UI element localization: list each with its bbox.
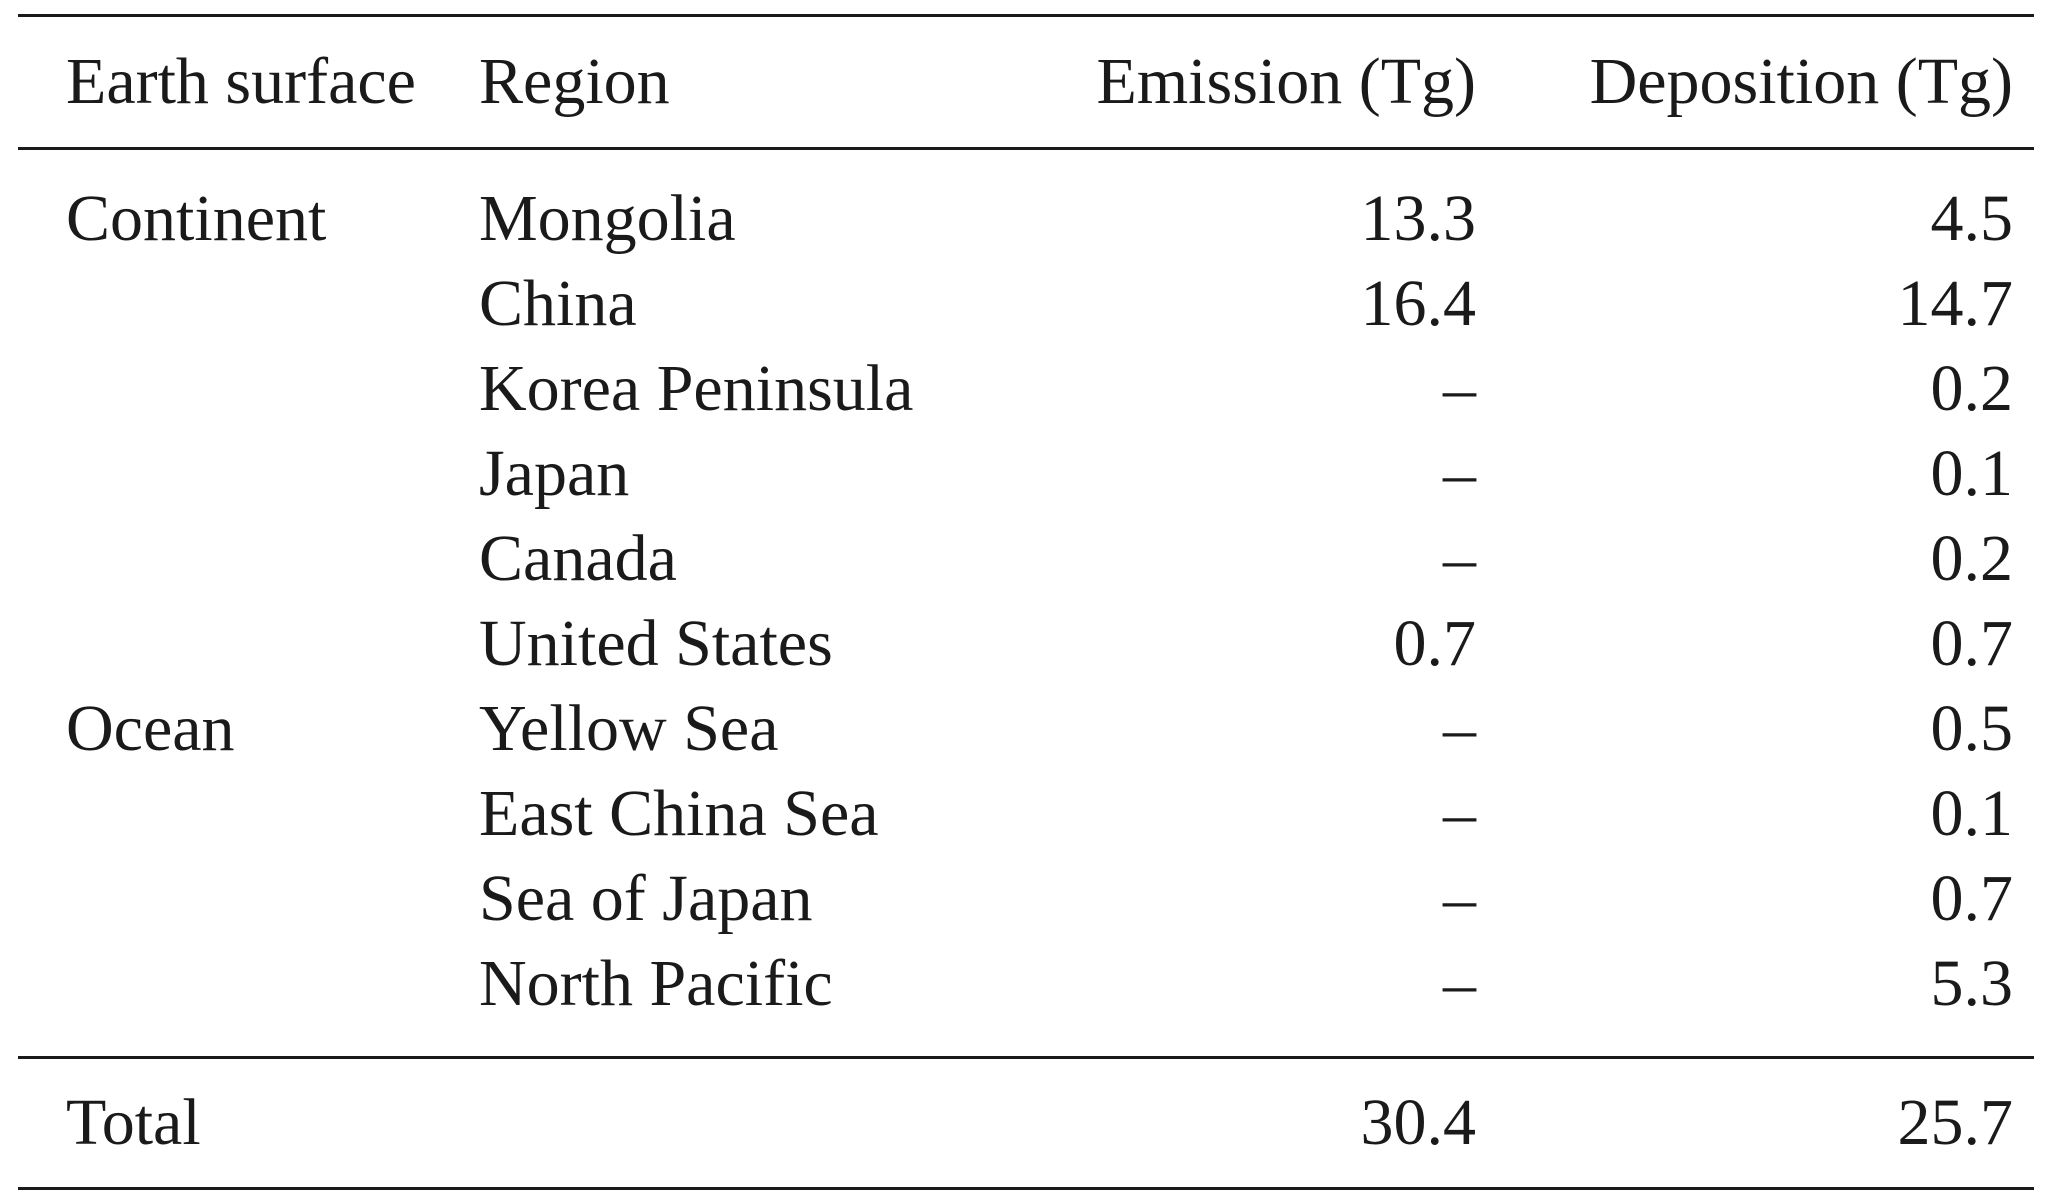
emission-cell: – [1443, 436, 1476, 510]
deposition-cell: 0.5 [1930, 691, 2014, 765]
region-cell: East China Sea [479, 776, 879, 850]
emission-cell: – [1443, 946, 1476, 1020]
table-row: Continent Mongolia 13.3 4.5 [18, 176, 2034, 261]
deposition-cell: 14.7 [1897, 266, 2014, 340]
total-rule [18, 1056, 2034, 1059]
emission-cell: – [1443, 691, 1476, 765]
emission-cell: 16.4 [1360, 266, 1477, 340]
header-row: Earth surface Region Emission (Tg) Depos… [18, 17, 2034, 147]
deposition-cell: 0.1 [1930, 776, 2014, 850]
header-region: Region [479, 45, 670, 118]
region-cell: China [479, 266, 637, 340]
deposition-cell: 0.2 [1930, 351, 2014, 425]
top-rule [18, 14, 2034, 17]
deposition-cell: 0.2 [1930, 521, 2014, 595]
region-cell: Canada [479, 521, 677, 595]
table-body: Continent Mongolia 13.3 4.5 China 16.4 1… [18, 176, 2034, 1026]
region-cell: Sea of Japan [479, 861, 813, 935]
surface-cell: Ocean [66, 691, 235, 765]
header-deposition: Deposition (Tg) [1589, 45, 2013, 118]
region-cell: Japan [479, 436, 630, 510]
table-row: Sea of Japan – 0.7 [18, 856, 2034, 941]
region-cell: North Pacific [479, 946, 833, 1020]
table-row: Japan – 0.1 [18, 431, 2034, 516]
total-label: Total [66, 1086, 201, 1159]
region-cell: Korea Peninsula [479, 351, 914, 425]
emission-cell: 13.3 [1360, 181, 1477, 255]
region-cell: United States [479, 606, 833, 680]
deposition-cell: 0.7 [1930, 861, 2014, 935]
total-deposition: 25.7 [1897, 1086, 2014, 1159]
deposition-cell: 0.1 [1930, 436, 2014, 510]
region-cell: Mongolia [479, 181, 736, 255]
emission-cell: – [1443, 351, 1476, 425]
emission-deposition-table: Earth surface Region Emission (Tg) Depos… [18, 14, 2034, 1190]
table-row: Ocean Yellow Sea – 0.5 [18, 686, 2034, 771]
header-emission: Emission (Tg) [1096, 45, 1476, 118]
table-row: Canada – 0.2 [18, 516, 2034, 601]
total-emission: 30.4 [1360, 1086, 1477, 1159]
table-row: China 16.4 14.7 [18, 261, 2034, 346]
emission-cell: – [1443, 521, 1476, 595]
emission-cell: – [1443, 776, 1476, 850]
surface-cell: Continent [66, 181, 327, 255]
table-row: United States 0.7 0.7 [18, 601, 2034, 686]
header-earth-surface: Earth surface [66, 45, 416, 118]
total-row: Total 30.4 25.7 [18, 1059, 2034, 1187]
table-row: North Pacific – 5.3 [18, 941, 2034, 1026]
deposition-cell: 0.7 [1930, 606, 2014, 680]
region-cell: Yellow Sea [479, 691, 779, 765]
emission-cell: 0.7 [1393, 606, 1477, 680]
header-rule [18, 147, 2034, 150]
table-row: East China Sea – 0.1 [18, 771, 2034, 856]
emission-cell: – [1443, 861, 1476, 935]
deposition-cell: 5.3 [1930, 946, 2014, 1020]
deposition-cell: 4.5 [1930, 181, 2014, 255]
bottom-rule [18, 1187, 2034, 1190]
table-row: Korea Peninsula – 0.2 [18, 346, 2034, 431]
